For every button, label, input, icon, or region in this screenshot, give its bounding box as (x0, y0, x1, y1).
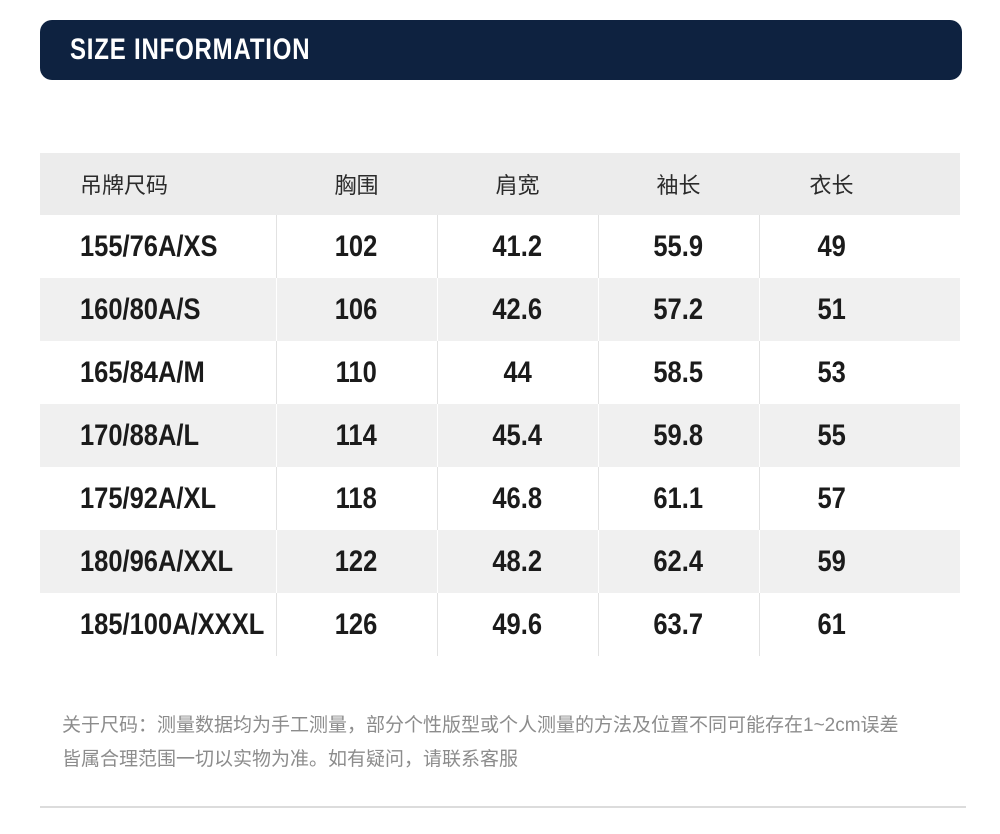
cell-chest: 122 (275, 530, 437, 593)
cell-shoulder: 46.8 (436, 467, 598, 530)
cell-length: 53 (758, 341, 960, 404)
cell-shoulder: 42.6 (436, 278, 598, 341)
cell-chest: 126 (275, 593, 437, 656)
cell-chest: 118 (275, 467, 437, 530)
size-note-line-2: 皆属合理范围一切以实物为准。如有疑问，请联系客服 (62, 749, 519, 770)
table-row: 180/96A/XXL 122 48.2 62.4 59 (40, 530, 960, 593)
table-row: 155/76A/XS 102 41.2 55.9 49 (40, 215, 960, 278)
cell-chest: 114 (275, 404, 437, 467)
cell-size: 180/96A/XXL (80, 544, 234, 578)
table-row: 185/100A/XXXL 126 49.6 63.7 61 (40, 593, 960, 656)
table-row: 175/92A/XL 118 46.8 61.1 57 (40, 467, 960, 530)
cell-size: 185/100A/XXXL (80, 607, 265, 641)
table-row: 160/80A/S 106 42.6 57.2 51 (40, 278, 960, 341)
cell-chest: 110 (275, 341, 437, 404)
cell-size: 160/80A/S (80, 292, 201, 326)
cell-size: 155/76A/XS (80, 229, 218, 263)
cell-size: 165/84A/M (80, 355, 205, 389)
cell-shoulder: 48.2 (436, 530, 598, 593)
section-header-banner: SIZE INFORMATION (40, 20, 962, 80)
cell-sleeve: 61.1 (597, 467, 759, 530)
cell-length: 55 (758, 404, 960, 467)
cell-length: 59 (758, 530, 960, 593)
cell-chest: 106 (275, 278, 437, 341)
cell-sleeve: 62.4 (597, 530, 759, 593)
size-table: 吊牌尺码 胸围 肩宽 袖长 衣长 155/76A/XS 102 41.2 55.… (40, 153, 960, 656)
cell-sleeve: 58.5 (597, 341, 759, 404)
size-note: 关于尺码：测量数据均为手工测量，部分个性版型或个人测量的方法及位置不同可能存在1… (62, 709, 962, 777)
cell-length: 61 (758, 593, 960, 656)
table-row: 170/88A/L 114 45.4 59.8 55 (40, 404, 960, 467)
bottom-divider (40, 806, 966, 808)
cell-shoulder: 41.2 (436, 215, 598, 278)
column-header-size: 吊牌尺码 (40, 153, 276, 215)
cell-chest: 102 (275, 215, 437, 278)
column-header-chest: 胸围 (276, 153, 437, 215)
cell-shoulder: 49.6 (436, 593, 598, 656)
cell-sleeve: 55.9 (597, 215, 759, 278)
cell-length: 57 (758, 467, 960, 530)
cell-length: 51 (758, 278, 960, 341)
cell-sleeve: 57.2 (597, 278, 759, 341)
cell-size: 170/88A/L (80, 418, 200, 452)
column-header-shoulder: 肩宽 (437, 153, 598, 215)
cell-length: 49 (758, 215, 960, 278)
column-header-length: 衣长 (759, 153, 960, 215)
section-title: SIZE INFORMATION (70, 33, 311, 66)
column-header-sleeve: 袖长 (598, 153, 759, 215)
cell-shoulder: 44 (436, 341, 598, 404)
cell-size: 175/92A/XL (80, 481, 217, 515)
cell-sleeve: 59.8 (597, 404, 759, 467)
cell-shoulder: 45.4 (436, 404, 598, 467)
table-row: 165/84A/M 110 44 58.5 53 (40, 341, 960, 404)
table-header-row: 吊牌尺码 胸围 肩宽 袖长 衣长 (40, 153, 960, 215)
cell-sleeve: 63.7 (597, 593, 759, 656)
size-note-line-1: 关于尺码：测量数据均为手工测量，部分个性版型或个人测量的方法及位置不同可能存在1… (62, 715, 899, 736)
